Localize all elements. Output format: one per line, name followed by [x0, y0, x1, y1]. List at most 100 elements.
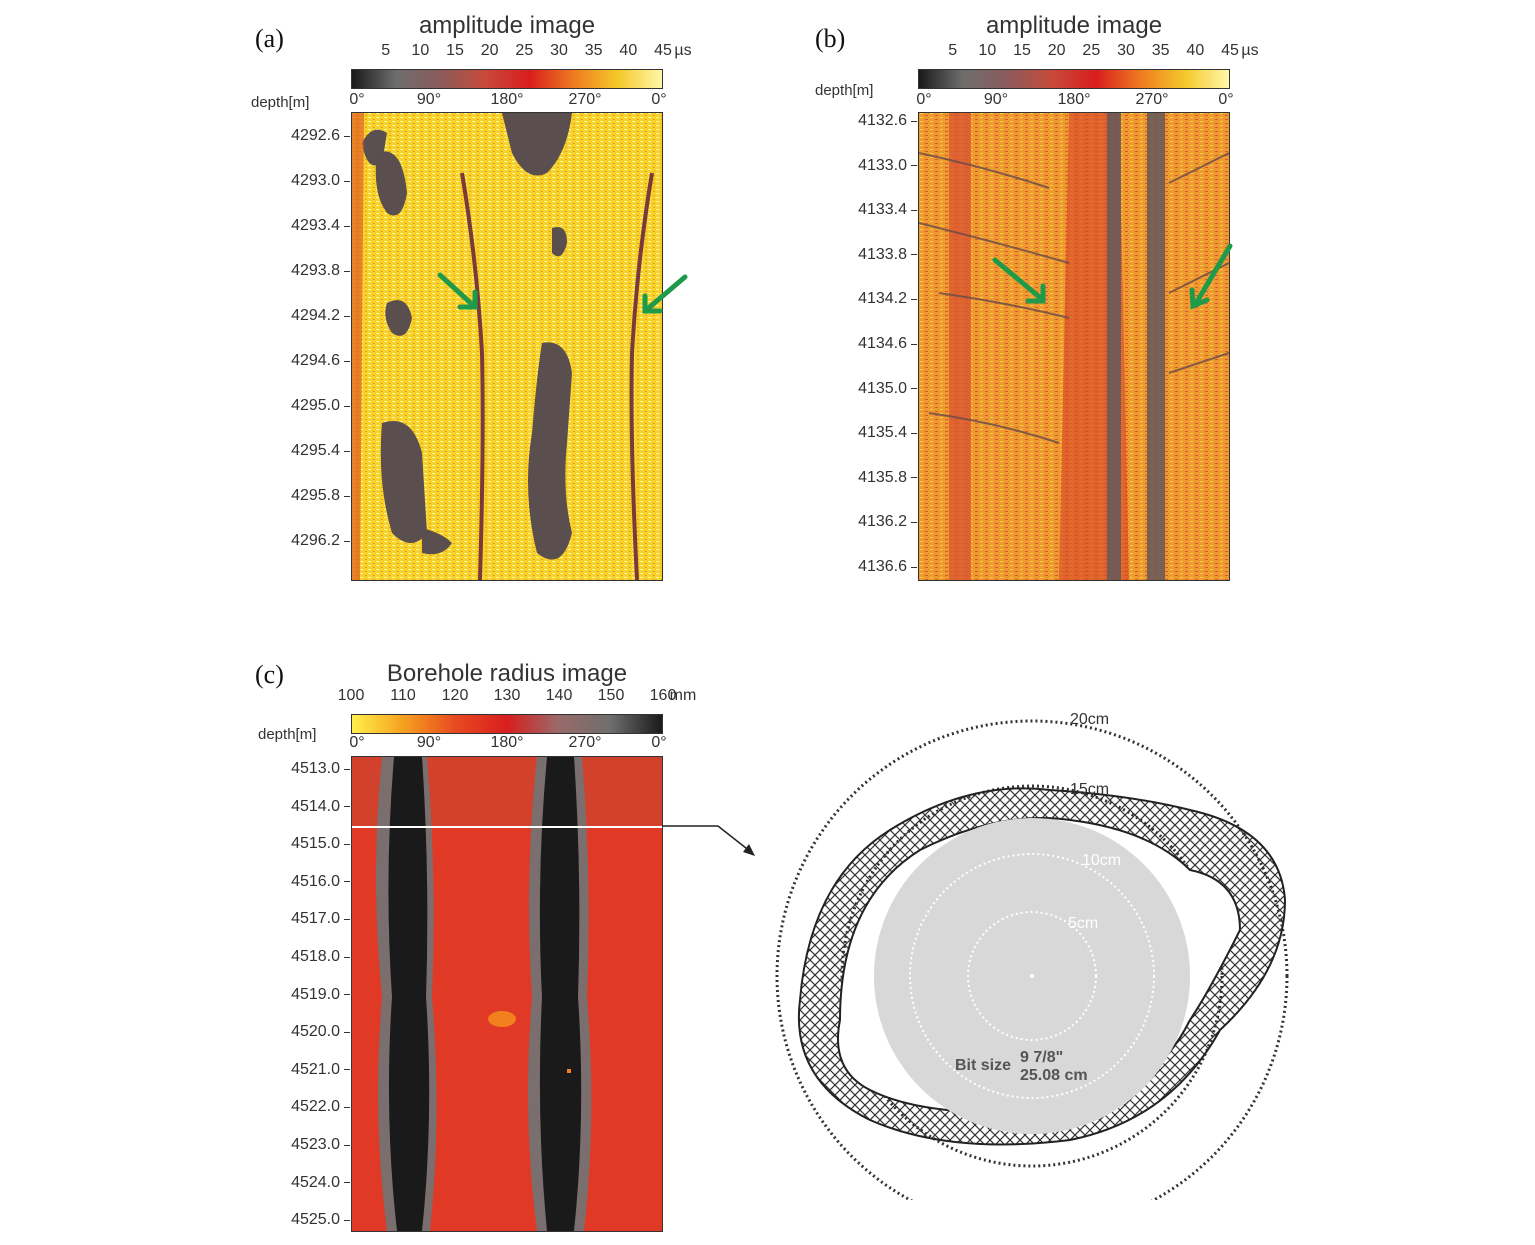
- scale-tick-label: 15: [1013, 42, 1031, 59]
- azimuth-tick-label: 0°: [349, 734, 365, 751]
- depth-tick-label: 4293.8: [291, 262, 350, 280]
- depth-tick-label: 4293.4: [291, 217, 350, 235]
- panel-c-azimuth-ticks: 0° 90° 180° 270° 0°: [349, 734, 667, 754]
- scale-tick-label: 25: [1082, 42, 1101, 59]
- scale-tick-label: 10: [411, 42, 430, 59]
- panel-b-depth-ticks: 4132.6 4133.0 4133.4 4133.8 4134.2 4134.6 4135…: [825, 0, 917, 600]
- ring-label-15cm: 15cm: [1070, 781, 1109, 798]
- scale-tick-label: 5: [381, 42, 391, 59]
- panel-c-colorbar: [351, 714, 663, 734]
- depth-tick-label: 4518.0: [291, 948, 350, 966]
- scale-tick-label: 20: [480, 42, 499, 59]
- depth-tick-label: 4133.8: [858, 246, 917, 264]
- depth-tick-label: 4295.8: [291, 487, 350, 505]
- panel-c-radius-image: [351, 756, 663, 1232]
- scale-unit-label: mm: [669, 687, 697, 704]
- azimuth-tick-label: 270°: [1135, 91, 1169, 108]
- panel-c-depth-ticks: 4513.0 4514.0 4515.0 4516.0 4517.0 4518.0 4519…: [258, 0, 350, 1245]
- ring-label-5cm: 5cm: [1068, 915, 1098, 932]
- depth-tick-label: 4134.6: [858, 335, 917, 353]
- panel-c-letter: (c): [255, 660, 284, 689]
- depth-tick-label: 4525.0: [291, 1211, 350, 1229]
- scale-tick-label: 25: [515, 42, 534, 59]
- depth-tick-label: 4292.6: [291, 127, 350, 145]
- depth-tick-label: 4135.8: [858, 469, 917, 487]
- panel-c-depth-label: depth[m]: [258, 726, 317, 743]
- connector-arrow: [663, 825, 755, 856]
- bit-size-cm: 25.08 cm: [1020, 1067, 1088, 1084]
- depth-tick-label: 4522.0: [291, 1098, 350, 1116]
- panel-b-arrows: [992, 243, 1233, 310]
- depth-tick-label: 4134.2: [858, 290, 917, 308]
- scale-tick-label: 30: [1117, 42, 1135, 59]
- depth-tick-label: 4133.4: [858, 201, 917, 219]
- scale-tick-label: 35: [584, 42, 603, 59]
- panel-a-amplitude-image: [351, 112, 663, 581]
- depth-tick-label: 4295.0: [291, 397, 350, 415]
- panel-b-colorbar: [918, 69, 1230, 89]
- scale-tick-label: 130: [493, 687, 521, 704]
- panel-a-title: amplitude image: [418, 12, 596, 39]
- bit-size-inches: 9 7/8": [1020, 1049, 1063, 1066]
- panel-a-azimuth-ticks: 0° 90° 180° 270° 0°: [349, 91, 667, 111]
- depth-tick-label: 4135.4: [858, 424, 917, 442]
- azimuth-tick-label: 270°: [568, 734, 602, 751]
- scale-unit-label: µs: [674, 42, 692, 59]
- depth-tick-label: 4521.0: [291, 1061, 350, 1079]
- scale-tick-label: 150: [597, 687, 625, 704]
- panel-a-arrows: [437, 272, 688, 314]
- azimuth-tick-label: 180°: [1057, 91, 1091, 108]
- bit-size-label: Bit size: [955, 1057, 1011, 1074]
- azimuth-tick-label: 0°: [349, 91, 365, 108]
- scale-tick-label: 40: [1186, 42, 1205, 59]
- azimuth-tick-label: 0°: [1218, 91, 1234, 108]
- depth-tick-label: 4133.0: [858, 157, 917, 175]
- depth-tick-label: 4514.0: [291, 798, 350, 816]
- depth-tick-label: 4136.6: [858, 558, 917, 576]
- scale-tick-label: 30: [550, 42, 568, 59]
- azimuth-tick-label: 180°: [490, 734, 524, 751]
- scale-tick-label: 100: [337, 687, 365, 704]
- panel-b-scale-ticks: 5 10 15 20 25 30 35 40 45 µs: [918, 42, 1258, 62]
- depth-tick-label: 4516.0: [291, 873, 350, 891]
- panel-a-depth-label: depth[m]: [251, 94, 310, 111]
- depth-tick-label: 4515.0: [291, 835, 350, 853]
- depth-tick-label: 4295.4: [291, 442, 350, 460]
- depth-tick-label: 4132.6: [858, 112, 917, 130]
- depth-tick-label: 4523.0: [291, 1136, 350, 1154]
- depth-tick-label: 4293.0: [291, 172, 350, 190]
- scale-tick-label: 15: [446, 42, 464, 59]
- panel-a-letter: (a): [255, 24, 284, 53]
- depth-tick-label: 4136.2: [858, 513, 917, 531]
- scale-tick-label: 45: [1221, 42, 1239, 59]
- panel-b-azimuth-ticks: 0° 90° 180° 270° 0°: [916, 91, 1234, 111]
- panel-c-title: Borehole radius image: [386, 660, 628, 687]
- depth-tick-label: 4517.0: [291, 910, 350, 928]
- panel-c-scale-ticks: 100 110 120 130 140 150 160 mm: [338, 687, 721, 707]
- scale-tick-label: 120: [441, 687, 469, 704]
- azimuth-tick-label: 0°: [651, 734, 667, 751]
- scale-tick-label: 160: [649, 687, 677, 704]
- azimuth-tick-label: 270°: [568, 91, 602, 108]
- azimuth-tick-label: 90°: [983, 91, 1009, 108]
- scale-tick-label: 10: [978, 42, 997, 59]
- scale-tick-label: 35: [1151, 42, 1170, 59]
- scale-tick-label: 5: [948, 42, 958, 59]
- azimuth-tick-label: 0°: [916, 91, 932, 108]
- azimuth-tick-label: 0°: [651, 91, 667, 108]
- panel-a-scale-ticks: 5 10 15 20 25 30 35 40 45 µs: [351, 42, 691, 62]
- scale-tick-label: 140: [545, 687, 573, 704]
- depth-tick-label: 4524.0: [291, 1174, 350, 1192]
- depth-tick-label: 4519.0: [291, 986, 350, 1004]
- ring-label-10cm: 10cm: [1082, 852, 1121, 869]
- panel-a-depth-ticks: 4292.6 4293.0 4293.4 4293.8 4294.2 4294.6 4295…: [258, 0, 350, 600]
- panel-b-depth-label: depth[m]: [815, 82, 874, 99]
- panel-b-letter: (b): [815, 24, 846, 53]
- depth-tick-label: 4135.0: [858, 380, 917, 398]
- scale-tick-label: 110: [390, 687, 416, 704]
- ring-label-20cm: 20cm: [1070, 711, 1109, 728]
- panel-b-amplitude-image: [918, 112, 1230, 581]
- depth-tick-label: 4294.2: [291, 307, 350, 325]
- azimuth-tick-label: 90°: [416, 91, 442, 108]
- scale-tick-label: 45: [654, 42, 672, 59]
